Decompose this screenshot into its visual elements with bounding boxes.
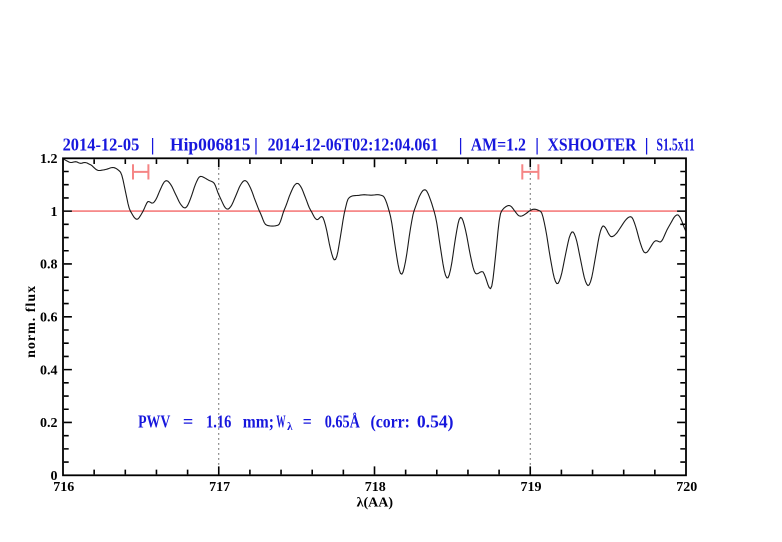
svg-text:λ(AA): λ(AA) [357, 496, 394, 511]
svg-text:0.54): 0.54) [417, 412, 454, 433]
svg-text:|: | [535, 134, 539, 154]
svg-text:0: 0 [51, 469, 58, 484]
svg-text:S1.5x11: S1.5x11 [656, 134, 694, 154]
svg-text:=: = [183, 412, 193, 432]
svg-text:716: 716 [53, 480, 74, 495]
svg-text:720: 720 [676, 480, 697, 495]
svg-text:W: W [276, 412, 285, 432]
svg-text:|: | [151, 134, 155, 154]
svg-text:0.6: 0.6 [40, 311, 58, 326]
svg-text:717: 717 [209, 480, 230, 495]
svg-text:719: 719 [521, 480, 542, 495]
svg-text:|: | [645, 134, 649, 154]
svg-text:2014-12-06T02:12:04.061: 2014-12-06T02:12:04.061 [268, 134, 439, 154]
svg-text:(corr:: (corr: [371, 412, 410, 433]
svg-text:λ: λ [287, 421, 293, 433]
svg-text:1: 1 [51, 205, 58, 220]
svg-text:0.65Å: 0.65Å [325, 412, 360, 432]
svg-text:2014-12-05: 2014-12-05 [63, 134, 140, 154]
svg-text:0.4: 0.4 [40, 363, 58, 378]
svg-text:|: | [459, 134, 463, 154]
svg-text:norm. flux: norm. flux [24, 285, 39, 358]
svg-text:XSHOOTER: XSHOOTER [548, 134, 638, 154]
svg-text:0.8: 0.8 [40, 258, 58, 273]
svg-text:AM=1.2: AM=1.2 [471, 134, 526, 154]
svg-text:0.2: 0.2 [40, 416, 58, 431]
svg-text:PWV: PWV [138, 412, 170, 432]
svg-text:=: = [303, 412, 312, 432]
svg-text:1.16: 1.16 [206, 412, 231, 432]
svg-text:1.2: 1.2 [40, 152, 58, 167]
svg-text:Hip006815: Hip006815 [170, 134, 251, 154]
svg-text:|: | [254, 134, 258, 154]
svg-text:mm;: mm; [243, 412, 274, 432]
svg-text:718: 718 [365, 480, 386, 495]
